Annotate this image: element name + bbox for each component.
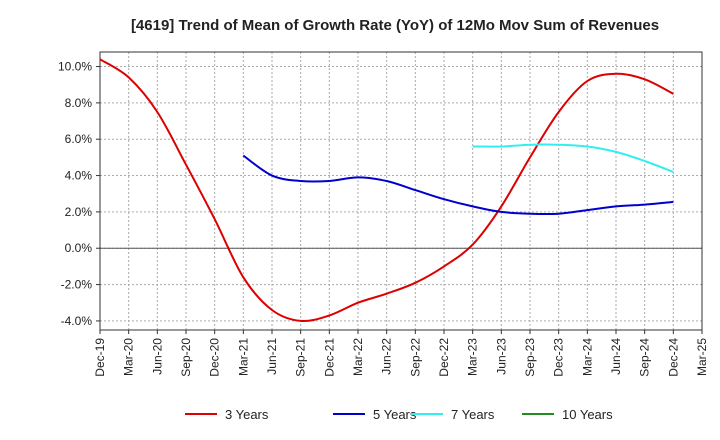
legend: 3 Years 5 Years 7 Years 10 Years [185, 407, 613, 422]
x-tick-label: Mar-23 [466, 338, 480, 376]
x-tick-label: Mar-25 [695, 338, 709, 376]
x-tick-label: Mar-21 [236, 338, 250, 376]
x-tick-label: Jun-23 [494, 338, 508, 375]
legend-label-7-years: 7 Years [451, 407, 495, 422]
y-axis: -4.0% -2.0% 0.0% 2.0% 4.0% 6.0% 8.0% 10.0% [58, 60, 100, 328]
series-line-5-years [242, 154, 674, 216]
x-tick-label: Dec-24 [666, 338, 680, 377]
x-tick-label: Sep-21 [294, 338, 308, 377]
y-tick-label: 4.0% [65, 169, 93, 183]
y-tick-label: 2.0% [65, 205, 93, 219]
x-tick-label: Jun-21 [265, 338, 279, 375]
x-tick-label: Jun-22 [380, 338, 394, 375]
x-tick-label: Dec-21 [322, 338, 336, 377]
x-tick-label: Mar-22 [351, 338, 365, 376]
y-tick-label: 10.0% [58, 60, 92, 74]
legend-label-10-years: 10 Years [562, 407, 613, 422]
x-axis: Dec-19 Mar-20 Jun-20 Sep-20 Dec-20 Mar-21 Jun-… [93, 330, 709, 377]
x-tick-label: Dec-19 [93, 338, 107, 377]
x-tick-label: Sep-24 [638, 338, 652, 377]
x-tick-label: Jun-20 [150, 338, 164, 375]
x-tick-label: Dec-20 [208, 338, 222, 377]
x-tick-label: Sep-22 [408, 338, 422, 377]
x-tick-label: Dec-22 [437, 338, 451, 377]
y-tick-label: -2.0% [61, 278, 93, 292]
series-line-3-years [99, 58, 674, 323]
x-tick-label: Sep-23 [523, 338, 537, 377]
x-tick-label: Mar-20 [122, 338, 136, 376]
legend-label-5-years: 5 Years [373, 407, 417, 422]
x-tick-label: Sep-20 [179, 338, 193, 377]
x-tick-label: Jun-24 [609, 338, 623, 375]
series-line-7-years [472, 143, 674, 173]
x-tick-label: Mar-24 [580, 338, 594, 376]
x-tick-label: Dec-23 [552, 338, 566, 377]
y-tick-label: 0.0% [65, 241, 93, 255]
legend-label-3-years: 3 Years [225, 407, 269, 422]
chart-title: [4619] Trend of Mean of Growth Rate (YoY… [131, 17, 659, 34]
plot-frame [99, 51, 703, 331]
y-tick-label: 8.0% [65, 96, 93, 110]
y-tick-label: -4.0% [61, 314, 93, 328]
series-lines [99, 58, 674, 323]
grid [99, 52, 703, 330]
y-tick-label: 6.0% [65, 132, 93, 146]
